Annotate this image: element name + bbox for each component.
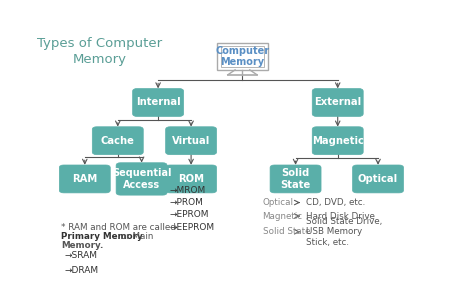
- FancyBboxPatch shape: [132, 88, 184, 117]
- Text: →MROM: →MROM: [169, 186, 205, 195]
- Text: External: External: [314, 98, 361, 107]
- Text: Primary Memory: Primary Memory: [61, 232, 143, 241]
- Text: Solid State Drive,
USB Memory
Stick, etc.: Solid State Drive, USB Memory Stick, etc…: [306, 217, 382, 247]
- FancyBboxPatch shape: [352, 165, 403, 193]
- Text: Magnetic: Magnetic: [312, 136, 364, 146]
- FancyBboxPatch shape: [166, 165, 217, 193]
- Text: Virtual: Virtual: [172, 136, 210, 146]
- FancyBboxPatch shape: [92, 127, 143, 155]
- Text: Optical: Optical: [358, 174, 398, 184]
- FancyBboxPatch shape: [270, 165, 321, 193]
- Text: RAM: RAM: [72, 174, 97, 184]
- FancyBboxPatch shape: [312, 88, 363, 117]
- FancyBboxPatch shape: [221, 46, 263, 67]
- FancyBboxPatch shape: [312, 127, 363, 155]
- Text: Solid State: Solid State: [263, 227, 310, 236]
- Text: →SRAM: →SRAM: [65, 251, 97, 260]
- Text: Magnetic: Magnetic: [263, 211, 303, 220]
- FancyBboxPatch shape: [116, 163, 167, 195]
- Text: Sequential
Access: Sequential Access: [112, 168, 171, 190]
- FancyBboxPatch shape: [59, 165, 110, 193]
- Text: Solid
State: Solid State: [280, 168, 311, 190]
- Text: Cache: Cache: [101, 136, 135, 146]
- Text: or Main: or Main: [118, 232, 153, 241]
- Text: →DRAM: →DRAM: [65, 265, 99, 274]
- Text: →EEPROM: →EEPROM: [169, 223, 214, 232]
- Text: Internal: Internal: [136, 98, 180, 107]
- FancyBboxPatch shape: [217, 43, 268, 70]
- Text: * RAM and ROM are called: * RAM and ROM are called: [61, 223, 176, 232]
- Text: ROM: ROM: [178, 174, 204, 184]
- Text: Optical: Optical: [263, 198, 294, 207]
- Text: Memory.: Memory.: [61, 241, 103, 250]
- Text: Hard Disk Drive: Hard Disk Drive: [306, 211, 375, 220]
- Text: Types of Computer
Memory: Types of Computer Memory: [37, 37, 162, 66]
- Text: →PROM: →PROM: [169, 198, 203, 207]
- FancyBboxPatch shape: [166, 127, 217, 155]
- Text: CD, DVD, etc.: CD, DVD, etc.: [306, 198, 365, 207]
- Text: Computer
Memory: Computer Memory: [215, 46, 270, 67]
- Text: →EPROM: →EPROM: [169, 211, 209, 219]
